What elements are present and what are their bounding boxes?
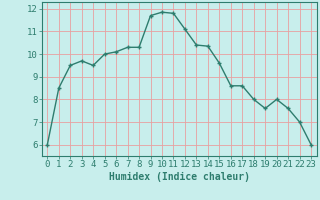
X-axis label: Humidex (Indice chaleur): Humidex (Indice chaleur): [109, 172, 250, 182]
